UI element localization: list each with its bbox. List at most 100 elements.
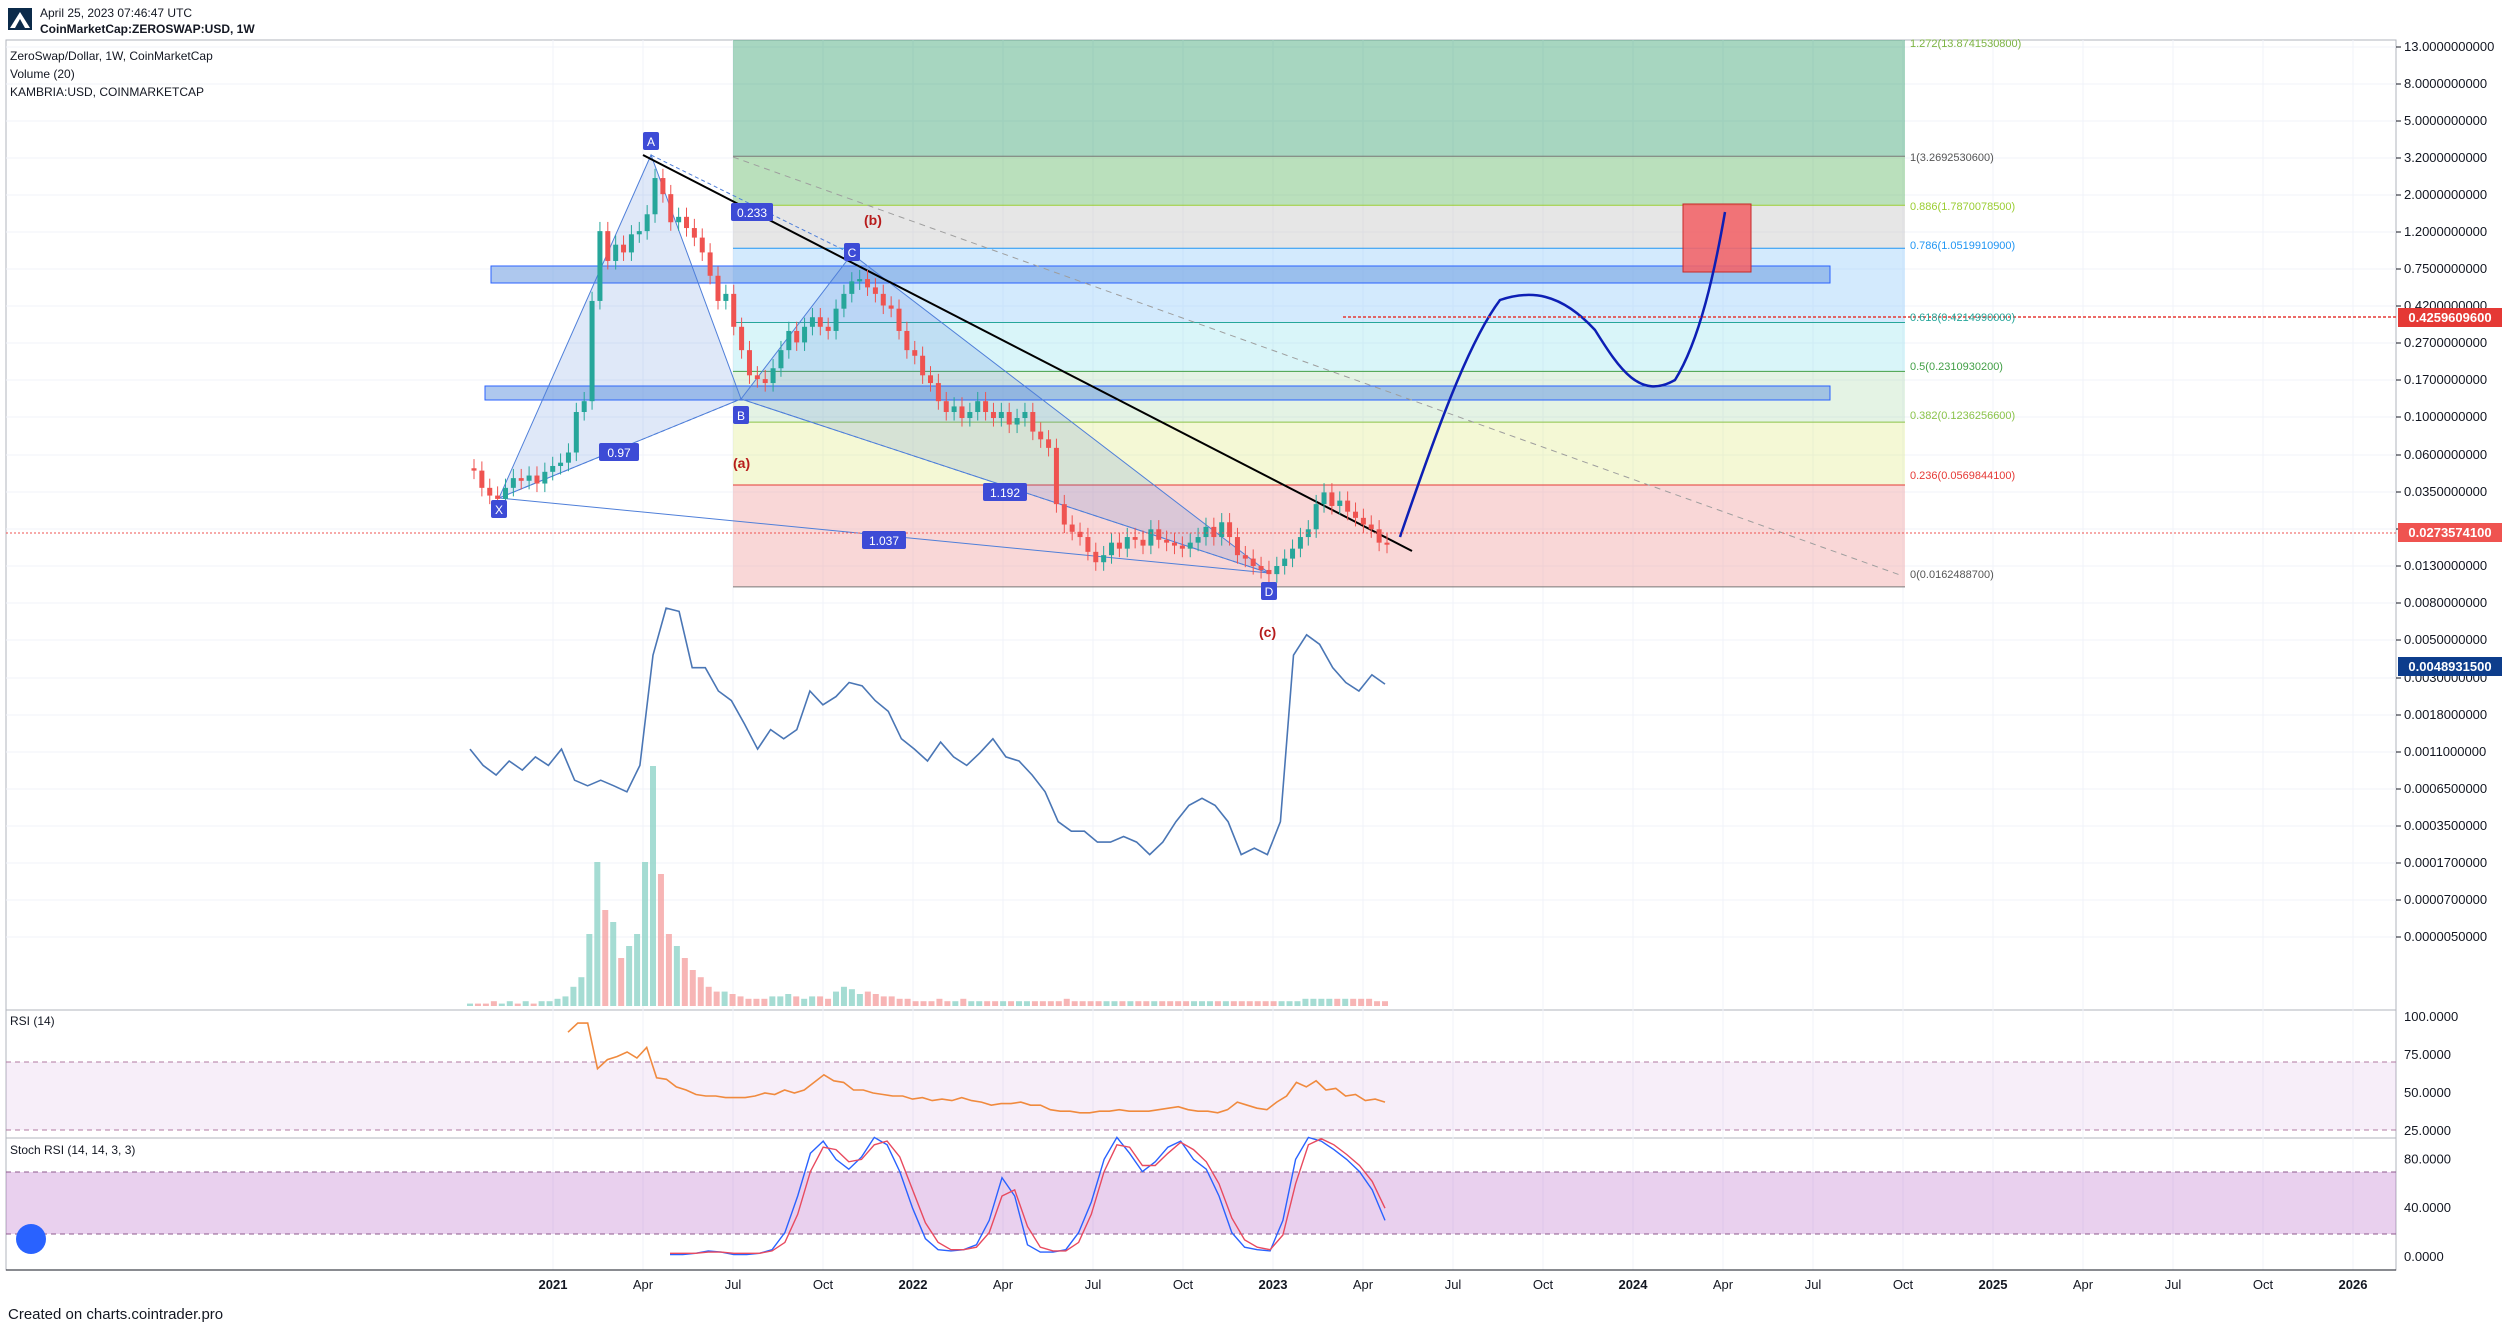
candle-body	[1305, 529, 1311, 538]
volume-bar	[594, 862, 601, 1006]
volume-bar	[1016, 1001, 1022, 1006]
volume-bar	[1127, 1001, 1134, 1006]
projection-path[interactable]	[1398, 211, 1727, 538]
rsi-tick-label: 75.0000	[2404, 1047, 2451, 1062]
candle-body	[1266, 569, 1272, 575]
time-tick-label: Oct	[1533, 1277, 1554, 1292]
candle-body	[896, 308, 902, 331]
candle-body	[1132, 537, 1138, 540]
volume-bar	[1063, 998, 1070, 1006]
candle-body	[865, 279, 871, 288]
candle-body	[1187, 542, 1193, 549]
point-d-label: D	[1261, 582, 1277, 600]
svg-text:D: D	[1265, 585, 1274, 599]
candle-body	[1046, 439, 1052, 448]
svg-text:X: X	[495, 503, 503, 517]
candle-body	[1274, 566, 1280, 575]
rsi-tick-label: 100.0000	[2404, 1009, 2458, 1024]
volume-bar	[1246, 1001, 1253, 1006]
candle-body	[920, 355, 926, 376]
candle-body	[904, 330, 910, 351]
candle-body	[959, 406, 965, 419]
time-tick-label: Oct	[1173, 1277, 1194, 1292]
volume-bar	[705, 986, 712, 1006]
volume-bar	[1286, 1001, 1293, 1006]
price-tick-label: 0.0000700000	[2404, 892, 2487, 907]
fib-05-label: 0.5(0.2310930200)	[1910, 361, 2003, 373]
time-tick-label: Apr	[2073, 1277, 2094, 1292]
volume-bar	[1135, 1001, 1142, 1006]
point-x-label: X	[491, 500, 507, 518]
candle-body	[928, 375, 933, 384]
time-tick-label: 2024	[1619, 1277, 1649, 1292]
svg-text:1.192: 1.192	[990, 486, 1020, 500]
volume-bar	[1302, 998, 1309, 1006]
price-tick-label: 0.0600000000	[2404, 447, 2487, 462]
candle-body	[1014, 418, 1020, 425]
volume-bar	[872, 994, 879, 1006]
volume-bar	[880, 996, 887, 1006]
candle-body	[1179, 545, 1185, 549]
dashed-trend-line[interactable]	[732, 156, 1901, 576]
candle-body	[794, 330, 800, 343]
candle-body	[1124, 537, 1130, 549]
volume-bar	[1159, 1001, 1166, 1006]
candle-body	[1085, 537, 1091, 552]
time-tick-label: 2025	[1979, 1277, 2008, 1292]
candle-body	[1061, 504, 1067, 525]
volume-bar	[467, 1003, 473, 1006]
time-tick-label: 2023	[1259, 1277, 1288, 1292]
volume-bar	[578, 977, 585, 1006]
volume-label: Volume (20)	[10, 67, 75, 81]
volume-bar	[1103, 1001, 1110, 1006]
downtrend-line[interactable]	[642, 154, 1413, 552]
rsi-title: RSI (14)	[10, 1014, 55, 1028]
time-tick-label: Apr	[1353, 1277, 1374, 1292]
volume-bar	[1047, 1001, 1054, 1006]
candle-body	[502, 487, 508, 499]
candle-body	[487, 487, 493, 496]
candle-body	[691, 228, 697, 238]
stoch-title: Stoch RSI (14, 14, 3, 3)	[10, 1143, 136, 1157]
resistance-zone[interactable]	[490, 265, 1831, 284]
volume-bar	[665, 934, 672, 1006]
volume-bar	[482, 1003, 489, 1006]
candle-body	[1116, 542, 1122, 549]
volume-bar	[522, 1001, 529, 1006]
volume-bar	[618, 958, 625, 1006]
volume-bar	[498, 1003, 505, 1006]
volume-bar	[777, 996, 784, 1006]
candle-body	[1368, 524, 1374, 530]
price-tick-label: 0.1700000000	[2404, 372, 2487, 387]
symbol-title: ZeroSwap/Dollar, 1W, CoinMarketCap	[10, 49, 213, 63]
svg-text:A: A	[647, 135, 655, 149]
price-axis[interactable]: 13.0000000000 8.0000000000 5.0000000000 3.2…	[2396, 39, 2494, 944]
volume-bar	[737, 996, 744, 1006]
candle-body	[723, 293, 729, 301]
volume-bar	[490, 1001, 497, 1006]
support-zone[interactable]	[484, 385, 1831, 401]
volume-bars	[467, 766, 1388, 1006]
point-a-label: A	[643, 132, 659, 150]
target-box[interactable]	[1682, 203, 1752, 273]
volume-bar	[650, 766, 656, 1006]
svg-text:1.037: 1.037	[869, 534, 899, 548]
candle-body	[1250, 558, 1256, 566]
volume-bar	[864, 991, 871, 1006]
time-axis[interactable]: 2021 Apr Jul Oct 2022 Apr Jul Oct 2023 Apr Jul Oct 2…	[6, 1269, 2396, 1292]
volume-bar	[769, 996, 776, 1006]
time-tick-label: Jul	[725, 1277, 742, 1292]
candle-body	[1211, 526, 1217, 538]
candle-body	[778, 350, 784, 369]
price-tick-label: 5.0000000000	[2404, 113, 2487, 128]
candle-body	[857, 279, 863, 282]
volume-bar	[1374, 1001, 1381, 1006]
candle-body	[983, 401, 989, 413]
price-tick-label: 0.7500000000	[2404, 261, 2487, 276]
candle-body	[1227, 522, 1233, 538]
volume-bar	[1095, 1001, 1102, 1006]
price-badges: 0.4259609600 0.0273574100 0.0048931500	[2398, 308, 2502, 676]
time-tick-label: Jul	[1085, 1277, 1102, 1292]
tradingview-icon[interactable]	[16, 1224, 46, 1254]
